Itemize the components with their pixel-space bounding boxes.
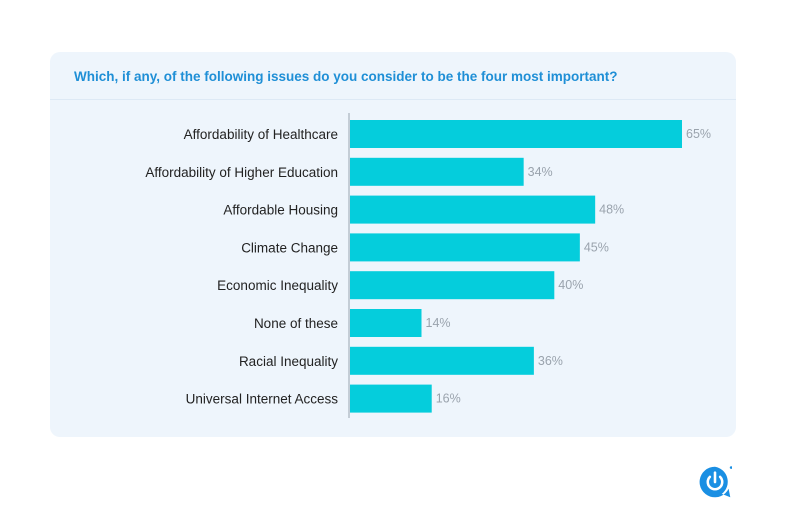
category-label: Affordable Housing	[223, 203, 338, 218]
bar-value-label: 16%	[436, 392, 461, 406]
category-label: Racial Inequality	[239, 354, 338, 369]
bar	[350, 309, 422, 337]
bar	[350, 271, 555, 300]
bar	[350, 233, 580, 262]
bar-value-label: 36%	[538, 354, 563, 368]
bar	[350, 157, 524, 186]
bar-value-label: 34%	[528, 165, 553, 179]
bar	[350, 384, 432, 413]
bar-value-label: 45%	[584, 240, 609, 254]
survey-power-logo-icon	[699, 466, 732, 498]
bar-value-label: 65%	[686, 127, 711, 141]
question-title: Which, if any, of the following issues d…	[74, 69, 618, 84]
category-label: None of these	[254, 316, 338, 331]
category-label: Universal Internet Access	[186, 392, 339, 407]
bar	[350, 120, 682, 148]
category-label: Climate Change	[241, 240, 338, 255]
category-label: Economic Inequality	[217, 278, 338, 293]
bar-value-label: 48%	[599, 203, 624, 217]
bar-value-label: 40%	[558, 278, 583, 292]
bar-value-label: 14%	[426, 316, 451, 330]
category-label: Affordability of Healthcare	[184, 127, 338, 142]
category-label: Affordability of Higher Education	[145, 165, 338, 180]
title-divider	[50, 99, 736, 100]
bar	[350, 195, 596, 224]
bar	[350, 346, 534, 375]
